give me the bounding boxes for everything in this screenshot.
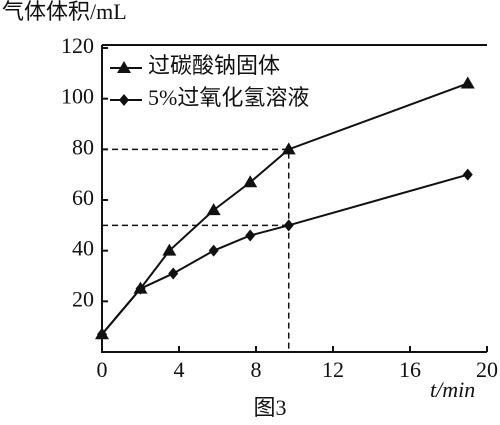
y-tick-label: 40 <box>72 236 94 261</box>
marker-triangle <box>117 61 131 73</box>
marker-diamond <box>168 267 179 280</box>
marker-triangle <box>243 175 258 188</box>
marker-diamond <box>135 282 146 295</box>
marker-triangle <box>460 76 475 89</box>
marker-diamond <box>208 244 219 257</box>
guide-line <box>102 148 290 352</box>
marker-diamond <box>97 328 107 341</box>
marker-diamond <box>245 229 256 242</box>
x-tick-label: 0 <box>97 357 108 382</box>
y-tick-label: 20 <box>72 286 94 311</box>
x-axis-label: t/min <box>430 377 475 402</box>
marker-triangle <box>162 243 177 256</box>
marker-triangle <box>206 203 221 216</box>
x-tick-label: 4 <box>174 357 185 382</box>
y-tick-label: 120 <box>61 33 94 58</box>
y-tick-label: 100 <box>61 84 94 109</box>
caption: 图3 <box>253 395 286 420</box>
marker-diamond <box>462 168 473 181</box>
x-tick-label: 20 <box>476 357 498 382</box>
x-tick-label: 12 <box>322 357 344 382</box>
marker-triangle <box>281 142 296 155</box>
x-tick-label: 8 <box>251 357 262 382</box>
y-tick-label: 60 <box>72 185 94 210</box>
series-line <box>101 82 469 335</box>
series-line <box>101 173 469 335</box>
y-tick-label: 80 <box>72 134 94 159</box>
legend-label: 5%过氧化氢溶液 <box>148 85 309 110</box>
legend-label: 过碳酸钠固体 <box>148 53 280 78</box>
x-tick-label: 16 <box>399 357 421 382</box>
marker-diamond <box>283 219 294 232</box>
y-axis-label: 气体体积/mL <box>2 0 127 24</box>
marker-diamond <box>119 94 129 106</box>
